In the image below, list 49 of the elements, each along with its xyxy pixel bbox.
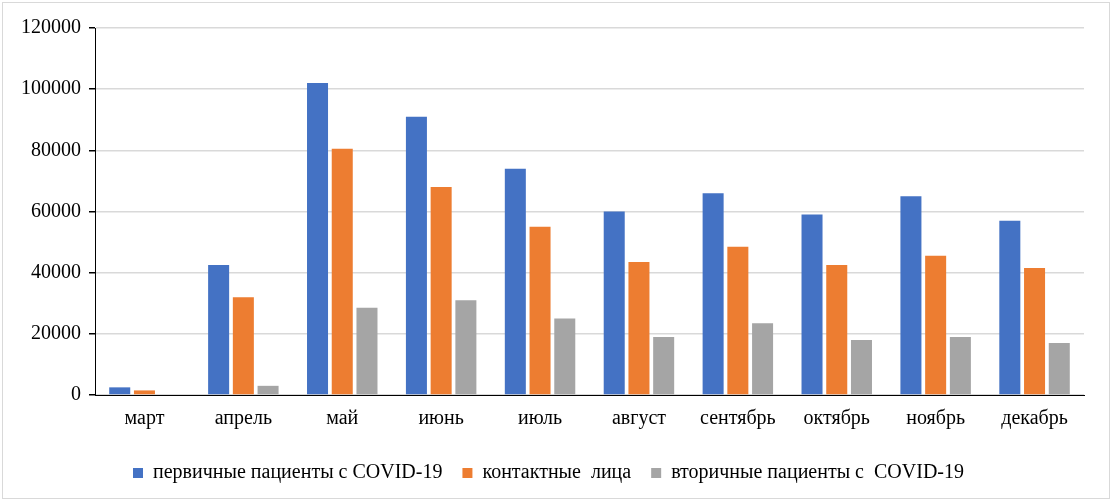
bar bbox=[702, 193, 724, 395]
x-tick-label: март bbox=[124, 406, 165, 430]
bar bbox=[900, 196, 922, 395]
bar bbox=[826, 265, 848, 395]
legend-label: контактные лица bbox=[482, 460, 632, 484]
y-tick-label: 80000 bbox=[31, 137, 81, 160]
bar bbox=[925, 255, 947, 395]
bar bbox=[232, 297, 254, 395]
x-tick-label: июнь bbox=[418, 406, 464, 429]
bar bbox=[331, 148, 353, 395]
bar bbox=[850, 339, 872, 395]
bar bbox=[455, 300, 477, 395]
bar bbox=[653, 336, 675, 395]
bar bbox=[1048, 343, 1070, 395]
bar bbox=[554, 318, 576, 395]
bar bbox=[307, 83, 329, 395]
x-tick-label: август bbox=[611, 406, 667, 430]
x-tick-label: май bbox=[326, 406, 359, 429]
bar bbox=[257, 385, 279, 395]
bar bbox=[1024, 268, 1046, 395]
legend-label: вторичные пациенты с COVID-19 bbox=[671, 460, 964, 484]
bar bbox=[405, 116, 427, 395]
bar bbox=[949, 336, 971, 395]
y-tick-label: 0 bbox=[71, 382, 81, 405]
bar bbox=[752, 323, 774, 395]
bar bbox=[133, 390, 155, 395]
bar bbox=[208, 265, 230, 395]
x-tick-label: декабрь bbox=[1001, 406, 1068, 430]
y-tick-label: 60000 bbox=[31, 198, 81, 221]
bar bbox=[356, 307, 378, 395]
x-tick-label: апрель bbox=[214, 406, 272, 430]
bar bbox=[109, 387, 131, 395]
y-tick-label: 120000 bbox=[21, 15, 81, 38]
y-tick-label: 40000 bbox=[31, 259, 81, 282]
legend-label: первичные пациенты с COVID-19 bbox=[153, 460, 443, 484]
x-tick-label: сентябрь bbox=[700, 406, 776, 430]
bar bbox=[529, 226, 551, 395]
bar bbox=[430, 187, 452, 395]
bar bbox=[603, 211, 625, 395]
y-tick-label: 100000 bbox=[21, 76, 81, 99]
x-tick-label: ноябрь bbox=[906, 406, 966, 430]
bar bbox=[727, 246, 749, 395]
bar bbox=[801, 214, 823, 395]
x-tick-label: июль bbox=[517, 406, 563, 429]
y-tick-label: 20000 bbox=[31, 321, 81, 344]
x-tick-label: октябрь bbox=[803, 406, 870, 430]
bar bbox=[999, 220, 1021, 395]
bar bbox=[504, 168, 526, 395]
bar bbox=[628, 261, 650, 395]
